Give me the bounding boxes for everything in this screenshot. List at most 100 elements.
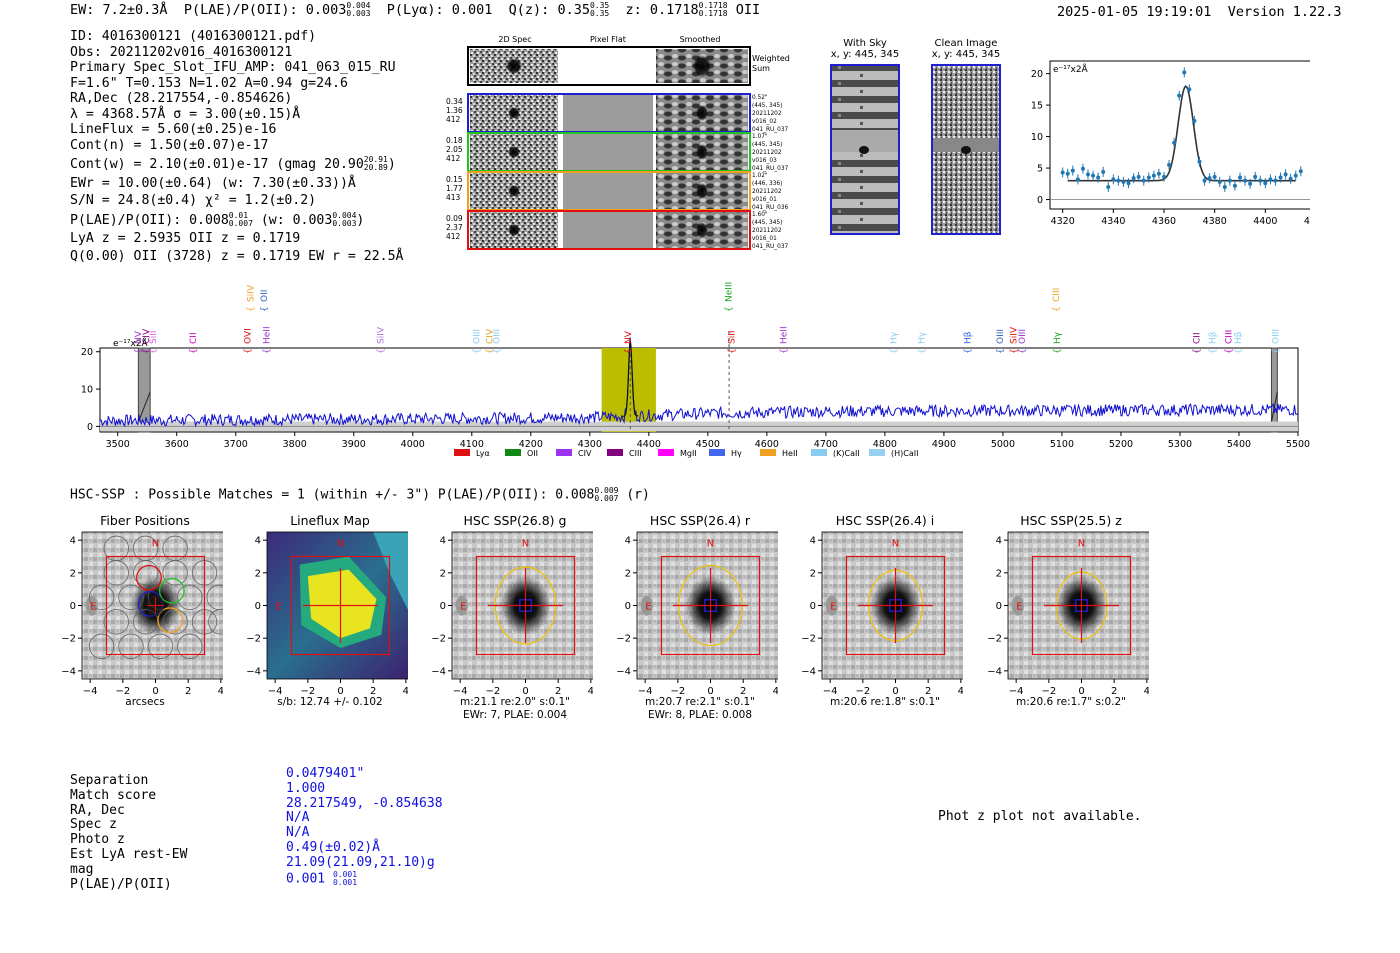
spectrum-x-tick: 4200 <box>519 439 543 450</box>
spectrum-x-tick: 5400 <box>1227 439 1251 450</box>
spectrum-legend-swatch <box>709 449 725 456</box>
cutout-row-right-label: 041_RU_037 <box>752 244 789 250</box>
fiber-circle <box>118 633 144 659</box>
east-label: E <box>1016 602 1022 613</box>
east-label: E <box>830 602 836 613</box>
spectrum-line-label-brace: { <box>996 348 1006 354</box>
spectrum-line-label-brace: { <box>262 348 272 354</box>
fit-data-point <box>1126 181 1131 186</box>
cutout-row-left-label: 412 <box>446 154 461 163</box>
panel-x-tick: −4 <box>1009 686 1024 697</box>
cutout-row-left-label: 2.05 <box>446 145 463 154</box>
fit-data-point <box>1197 159 1202 164</box>
spectrum-unit-label: e⁻¹⁷x2Å <box>113 337 149 349</box>
spectrum-x-tick: 5300 <box>1168 439 1192 450</box>
spectrum-peak <box>622 339 639 417</box>
panel-x-tick: 2 <box>185 686 191 697</box>
fit-data-point <box>1288 176 1293 181</box>
image-panel-caption: m:20.6 re:1.7" s:0.2" <box>1016 696 1126 708</box>
spectrum-line-label-brace: { <box>1192 348 1202 354</box>
panel-y-tick: 2 <box>440 568 446 579</box>
cutout-row-right-label: 1.60" <box>752 212 768 218</box>
info-id: ID: 4016300121 (4016300121.pdf) <box>70 29 317 44</box>
cutout-row-right-label: 20211202 <box>752 228 782 234</box>
east-label: E <box>275 602 281 613</box>
spectrum-line-label: Hβ <box>1234 331 1244 344</box>
fit-data-point <box>1207 176 1212 181</box>
header-datetime-version: 2025-01-05 19:19:01 Version 1.22.3 <box>1057 4 1342 20</box>
fit-data-point <box>1283 172 1288 177</box>
spectrum-legend-swatch <box>607 449 623 456</box>
info-sn: S/N = 24.8(±0.4) χ² = 1.2(±0.2) <box>70 193 317 208</box>
panel-x-tick: 0 <box>1078 686 1084 697</box>
spectrum-line-label: SiIV <box>246 284 256 302</box>
fit-data-point <box>1253 174 1258 179</box>
match-value: 0.0479401" <box>286 766 365 781</box>
info-obs: Obs: 20211202v016_4016300121 <box>70 44 293 60</box>
spectrum-masked-region <box>1270 347 1278 433</box>
cutout-row-right-label: v016_02 <box>752 119 777 125</box>
cutout-row-left-label: 412 <box>446 115 461 124</box>
image-panel-caption: m:21.1 re:2.0" s:0.1" <box>460 696 570 708</box>
header-version: Version 1.22.3 <box>1227 4 1342 20</box>
panel-y-tick: 0 <box>810 601 816 612</box>
panel-y-tick: 0 <box>70 601 76 612</box>
cutout-row-left-label: 2.37 <box>446 223 463 232</box>
fit-data-point <box>1080 166 1085 171</box>
fit-x-tick: 4380 <box>1203 216 1227 227</box>
spectrum-legend-swatch <box>505 449 521 456</box>
match-label: Separation <box>70 773 149 788</box>
cutout-row-right-label: 041_RU_036 <box>752 205 789 211</box>
fiber-circle <box>88 584 115 610</box>
info-ewr: EWr = 10.00(±0.64) (w: 7.30(±0.33))Å <box>70 175 356 191</box>
fit-x-tick: 4420 <box>1304 216 1310 227</box>
with-sky-title: With Sky x, y: 445, 345 <box>830 38 900 60</box>
spectrum-line-label: Hβ <box>964 331 974 344</box>
panel-y-tick: −4 <box>616 666 631 677</box>
image-panel-title: HSC SSP(26.8) g <box>463 513 567 528</box>
image-panel: N E −4 −4 −2 −2 0 0 2 2 4 4 <box>801 531 963 697</box>
spectrum-line-label: HeII <box>262 326 272 344</box>
spectrum-legend-label: Lyα <box>476 449 490 458</box>
image-panel-caption: s/b: 12.74 +/- 0.102 <box>277 696 383 708</box>
fit-data-point <box>1273 178 1278 183</box>
panel-x-tick: −2 <box>115 686 130 697</box>
panel-y-tick: 0 <box>625 601 631 612</box>
info-lambda: λ = 4368.57Å σ = 3.00(±0.15)Å <box>70 106 301 122</box>
fit-data-point <box>1243 178 1248 183</box>
fit-data-point <box>1111 177 1116 182</box>
spectrum-line-label: CIV <box>485 328 495 344</box>
match-label: P(LAE)/P(OII) <box>70 876 172 892</box>
cutout-row-left-label: 0.09 <box>446 214 463 223</box>
fiber-circle <box>177 584 203 610</box>
spectrum-legend-swatch <box>658 449 674 456</box>
cutout-row-left-label: 1.77 <box>446 184 463 193</box>
ccd-images <box>830 64 1001 235</box>
spectrum-y-tick: 10 <box>81 385 93 396</box>
aperture-box <box>105 555 206 656</box>
spectrum-line-label-brace: { <box>189 348 199 354</box>
spectrum-legend-label: (K)CaII <box>833 449 860 458</box>
spectrum-line-label-brace: { <box>134 348 144 354</box>
image-panel-title: Lineflux Map <box>290 513 370 528</box>
fit-x-tick: 4360 <box>1152 216 1176 227</box>
north-label: N <box>707 539 714 550</box>
match-label: Photo z <box>70 832 125 848</box>
image-panel: N E −4 −4 −2 −2 0 0 2 2 4 4 <box>616 531 778 697</box>
match-labels: Separation Match score RA, Dec Spec z Photo … <box>70 773 187 892</box>
fit-x-tick: 4340 <box>1101 216 1125 227</box>
photz-message: Phot z plot not available. <box>938 809 1142 824</box>
cutout-row-right-label: v016_03 <box>752 158 777 164</box>
fiber-circle <box>118 584 144 610</box>
fit-data-point <box>1060 170 1065 175</box>
fit-data-point <box>1065 171 1070 176</box>
spectrum-line-label-brace: { <box>890 348 900 354</box>
panel-y-tick: −2 <box>61 634 76 645</box>
cutout-row-left-label: 413 <box>446 193 461 202</box>
panel-y-tick: 4 <box>625 536 631 547</box>
panel-x-tick: −4 <box>268 686 283 697</box>
panel-x-tick: −2 <box>1041 686 1056 697</box>
spectrum-line-label-brace: { <box>149 348 159 354</box>
